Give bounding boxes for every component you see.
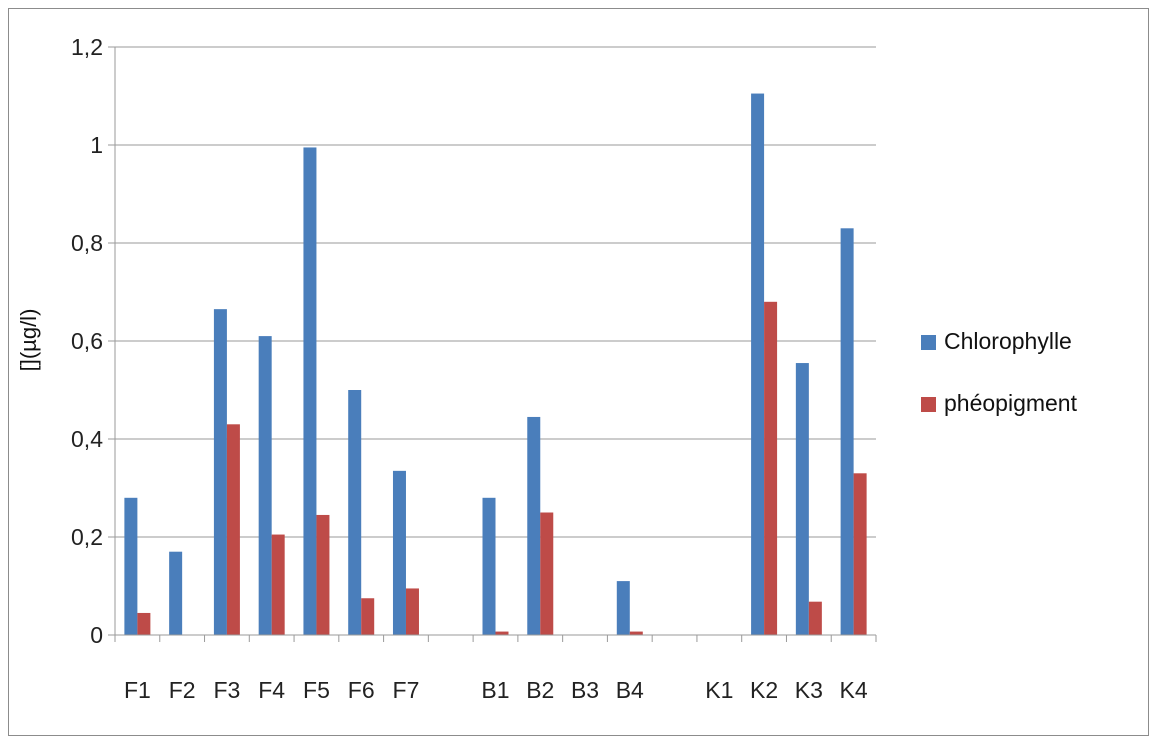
x-tick-label: B3 [571,677,599,703]
bar-pheopigment-k2 [764,301,778,635]
x-axis-ticks: F1 F2 F3 F4 F5 F6 F7 B1 B2 B3 B4 K1 K2 K3 K4 [124,677,868,703]
x-tick-label: B1 [481,677,509,703]
bar-chlorophylle-f3 [213,309,227,635]
bar-pheopigment-k3 [808,601,822,635]
bar-chlorophylle-f2 [169,551,183,635]
x-tick-label: K1 [705,677,733,703]
bar-chlorophylle-f7 [392,470,406,635]
y-tick-label: 0,4 [71,426,103,452]
legend-label: Chlorophylle [944,328,1072,354]
bars [115,93,876,636]
x-tick-label: B4 [616,677,644,703]
bar-chlorophylle-b2 [527,416,541,635]
bar-pheopigment-b4 [629,631,643,635]
bar-pheopigment-f1 [137,612,151,635]
y-tick-label: 0 [90,622,103,648]
bar-pheopigment-f3 [226,424,240,635]
y-tick-label: 0,2 [71,524,103,550]
x-tick-label: F2 [169,677,196,703]
legend-label: phéopigment [944,390,1078,416]
legend: Chlorophylle phéopigment [921,328,1078,416]
legend-swatch [921,397,936,412]
bar-chlorophylle-f4 [258,336,272,635]
legend-swatch [921,335,936,350]
y-tick-label: 0,8 [71,230,103,256]
y-axis-label: [](µg/l) [16,309,41,372]
x-tick-label: F7 [393,677,420,703]
x-tick-label: K3 [795,677,823,703]
bar-pheopigment-b1 [495,631,509,635]
chart-frame [8,8,1149,736]
y-tick-label: 0,6 [71,328,103,354]
y-tick-label: 1 [90,132,103,158]
bar-chlorophylle-b1 [482,497,496,635]
x-tick-label: F3 [213,677,240,703]
x-tick-label: K2 [750,677,778,703]
x-tick-label: F5 [303,677,330,703]
bar-pheopigment-f6 [361,598,375,635]
bar-pheopigment-f4 [271,534,285,635]
x-tick-label: F4 [258,677,285,703]
bar-pheopigment-f5 [316,514,330,635]
bar-chlorophylle-b4 [616,581,630,635]
x-tick-label: B2 [526,677,554,703]
bar-chlorophylle-k3 [795,363,809,635]
bar-chlorophylle-f1 [124,497,138,635]
bar-pheopigment-k4 [853,473,867,635]
x-tick-label: K4 [840,677,868,703]
bar-pheopigment-f7 [405,588,419,635]
bar-chlorophylle-k4 [840,228,854,636]
bar-chlorophylle-k2 [751,93,765,636]
bar-chlorophylle-f5 [303,147,317,635]
y-axis-ticks: 0 0,2 0,4 0,6 0,8 1 1,2 [71,34,103,648]
bar-pheopigment-b2 [540,512,554,635]
y-tick-label: 1,2 [71,34,103,60]
x-tick-label: F6 [348,677,375,703]
x-tick-label: F1 [124,677,151,703]
bar-chlorophylle-f6 [348,390,362,635]
